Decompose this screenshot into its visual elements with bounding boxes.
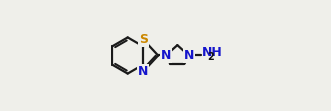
Text: N: N xyxy=(184,49,194,62)
Text: S: S xyxy=(139,33,148,46)
Text: N: N xyxy=(138,65,149,78)
Text: N: N xyxy=(161,49,171,62)
Text: 2: 2 xyxy=(207,52,214,62)
Text: NH: NH xyxy=(202,46,222,59)
